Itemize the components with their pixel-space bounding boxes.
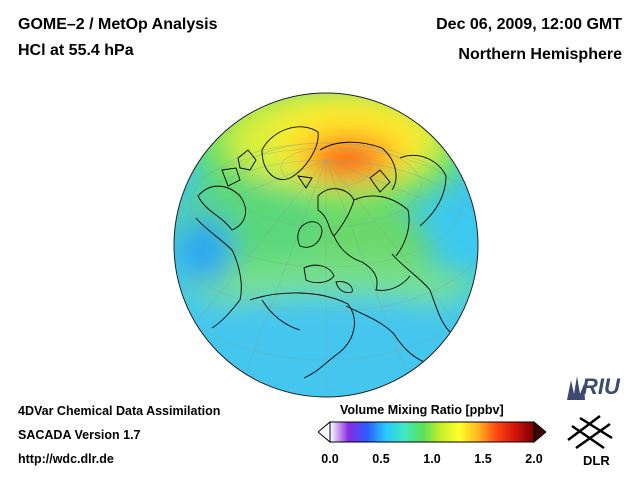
- colorbar-tick-label: 0.5: [372, 452, 390, 466]
- dlr-logo-text: DLR: [583, 453, 610, 468]
- hemisphere-globe-map: [173, 92, 479, 398]
- colorbar-low-arrow: [318, 420, 331, 444]
- colorbar: [318, 420, 546, 444]
- footer-assimilation-label: 4DVar Chemical Data Assimilation: [18, 404, 221, 418]
- map-datetime: Dec 06, 2009, 12:00 GMT: [436, 16, 622, 33]
- riu-logo-text: RIU: [582, 374, 620, 399]
- dlr-logo-icon: [567, 415, 613, 450]
- colorbar-tick-label: 1.0: [423, 452, 441, 466]
- globe-outline: [173, 92, 479, 398]
- riu-logo-icon: [567, 376, 585, 400]
- footer-version-label: SACADA Version 1.7: [18, 428, 141, 442]
- colorbar-tick-label: 1.5: [474, 452, 492, 466]
- colorbar-tick-label: 2.0: [525, 452, 543, 466]
- map-title: GOME–2 / MetOp Analysis: [18, 16, 218, 33]
- colorbar-tick-label: 0.0: [321, 452, 339, 466]
- coastlines: [195, 126, 451, 379]
- footer-url-link[interactable]: http://wdc.dlr.de: [18, 452, 114, 466]
- colorbar-high-arrow: [533, 420, 546, 444]
- colorbar-gradient: [329, 421, 535, 443]
- colorbar-title: Volume Mixing Ratio [ppbv]: [340, 403, 504, 417]
- map-region: Northern Hemisphere: [458, 46, 622, 63]
- map-subtitle: HCl at 55.4 hPa: [18, 42, 134, 59]
